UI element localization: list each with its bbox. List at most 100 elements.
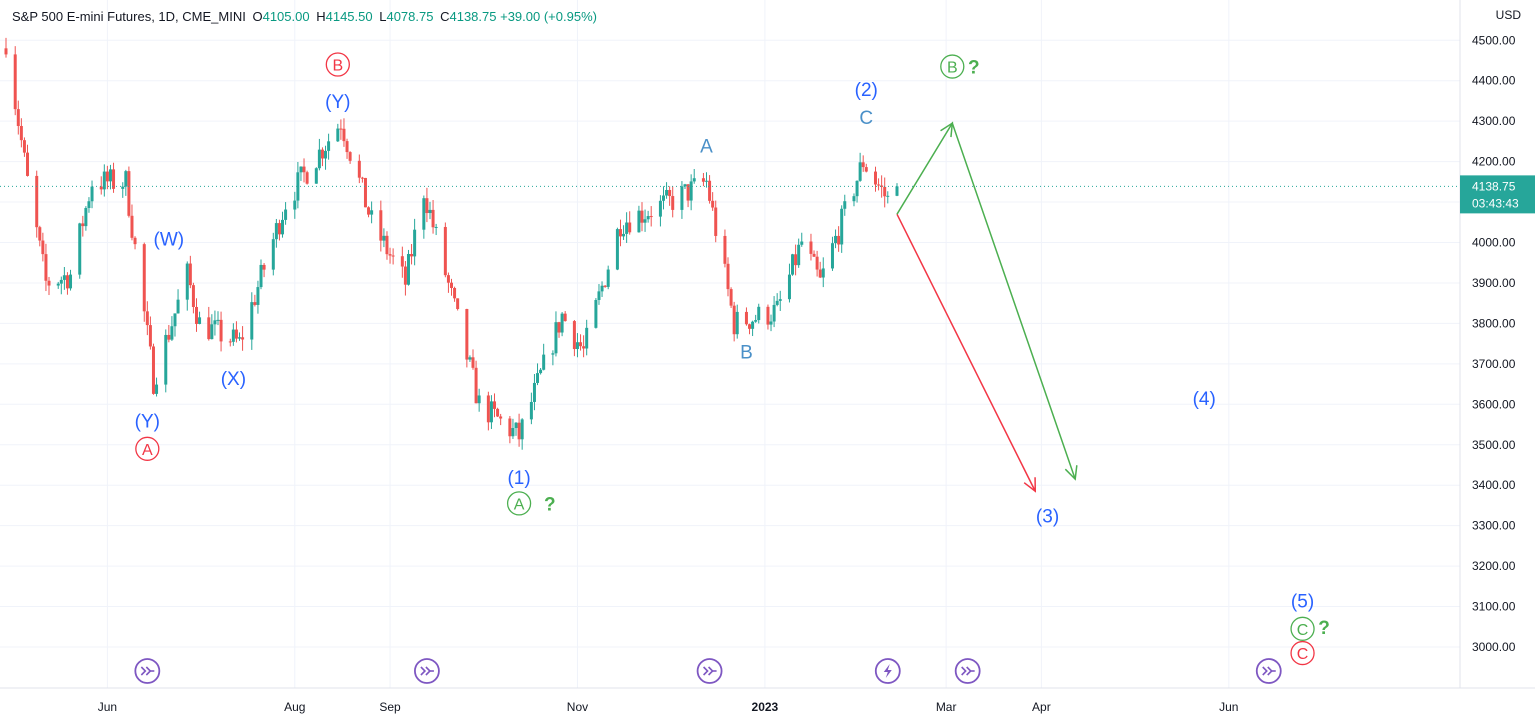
arrowhead-bullish xyxy=(940,121,954,138)
candle-body xyxy=(449,282,453,288)
y-tick-label: 3400.00 xyxy=(1472,478,1516,492)
candle xyxy=(231,323,235,346)
candle-body xyxy=(188,263,192,286)
candle xyxy=(895,183,899,197)
candle-body xyxy=(775,300,779,305)
candle-body xyxy=(81,223,85,227)
candle xyxy=(873,166,877,192)
candle xyxy=(797,238,801,268)
candle-body xyxy=(861,162,865,168)
candle xyxy=(818,261,822,279)
fast-forward-icon[interactable] xyxy=(134,658,161,684)
y-tick-label: 3000.00 xyxy=(1472,640,1516,654)
candle xyxy=(81,215,85,237)
candle-body xyxy=(748,324,752,329)
candle xyxy=(646,210,650,223)
candle xyxy=(277,219,281,241)
wave-label: (Y) xyxy=(325,92,350,113)
candle xyxy=(772,296,776,328)
candle xyxy=(194,298,198,332)
candle-body xyxy=(554,322,558,354)
candle xyxy=(769,314,773,332)
candle-body xyxy=(665,189,669,196)
lightning-icon[interactable] xyxy=(874,658,901,684)
wave-circle xyxy=(1290,640,1315,666)
wave-text: C xyxy=(1297,646,1309,663)
event-markers[interactable] xyxy=(134,658,1282,684)
fast-forward-icon[interactable] xyxy=(414,658,440,684)
wave-label: (2) xyxy=(855,80,878,101)
candle xyxy=(536,363,540,386)
candle-body xyxy=(305,172,309,184)
last-price-label: 4138.75 xyxy=(1472,179,1516,193)
candle xyxy=(643,209,647,232)
candle-body xyxy=(250,302,254,340)
candle xyxy=(339,119,343,140)
wave-label: (W) xyxy=(154,229,185,250)
candle-body xyxy=(345,141,349,153)
candle xyxy=(794,244,798,276)
candle xyxy=(271,232,275,276)
candle xyxy=(388,247,392,264)
candle xyxy=(363,177,367,208)
candle xyxy=(284,202,288,225)
candle-body xyxy=(121,186,125,189)
projection-bullish xyxy=(896,121,1076,480)
candle xyxy=(858,152,862,182)
candle-body xyxy=(812,253,816,257)
candle-body xyxy=(658,200,662,217)
candle xyxy=(597,284,601,305)
candle xyxy=(815,250,819,277)
candle xyxy=(253,294,257,307)
candle-body xyxy=(772,304,776,322)
candle-body xyxy=(539,369,543,374)
candle xyxy=(99,176,103,195)
candle xyxy=(69,269,73,291)
candle-body xyxy=(671,196,675,210)
candle-body xyxy=(207,317,211,340)
candle xyxy=(155,377,159,397)
candle xyxy=(625,212,629,243)
candle xyxy=(342,118,346,147)
candle-body xyxy=(708,180,712,201)
candle-body xyxy=(551,353,555,355)
candle-body xyxy=(167,334,171,340)
x-tick-label: Jun xyxy=(98,700,117,714)
candle xyxy=(726,257,730,297)
candle-body xyxy=(830,243,834,269)
candle-body xyxy=(880,185,884,187)
event-circle xyxy=(696,658,723,684)
fast-forward-icon[interactable] xyxy=(696,658,723,684)
candle xyxy=(471,349,475,370)
candle xyxy=(127,166,131,218)
candle-body xyxy=(176,299,180,314)
candle xyxy=(191,282,195,314)
fast-forward-icon[interactable] xyxy=(1255,658,1282,684)
candle xyxy=(877,178,881,191)
candle xyxy=(542,343,546,371)
candle xyxy=(102,164,106,197)
wave-label: C xyxy=(1290,640,1315,666)
candle-body xyxy=(173,313,177,327)
x-tick-label: Apr xyxy=(1032,700,1051,714)
candle-body xyxy=(379,210,383,241)
candle-body xyxy=(360,177,364,179)
candle-body xyxy=(69,274,73,289)
candle-body xyxy=(231,329,235,342)
candle-body xyxy=(744,311,748,325)
candle xyxy=(216,311,220,326)
candle-body xyxy=(456,298,460,310)
candle-body xyxy=(443,226,447,276)
candle xyxy=(680,181,684,219)
candle-body xyxy=(723,235,727,264)
candle xyxy=(406,249,410,286)
symbol-header: S&P 500 E-mini Futures, 1D, CME_MINI O41… xyxy=(12,9,597,24)
projection-bearish xyxy=(896,213,1036,492)
wave-label: (5) xyxy=(1291,591,1314,612)
candle xyxy=(336,123,340,143)
fast-forward-icon[interactable] xyxy=(954,658,981,684)
candle-body xyxy=(317,149,321,169)
candle-body xyxy=(102,171,106,190)
candle xyxy=(864,163,868,173)
